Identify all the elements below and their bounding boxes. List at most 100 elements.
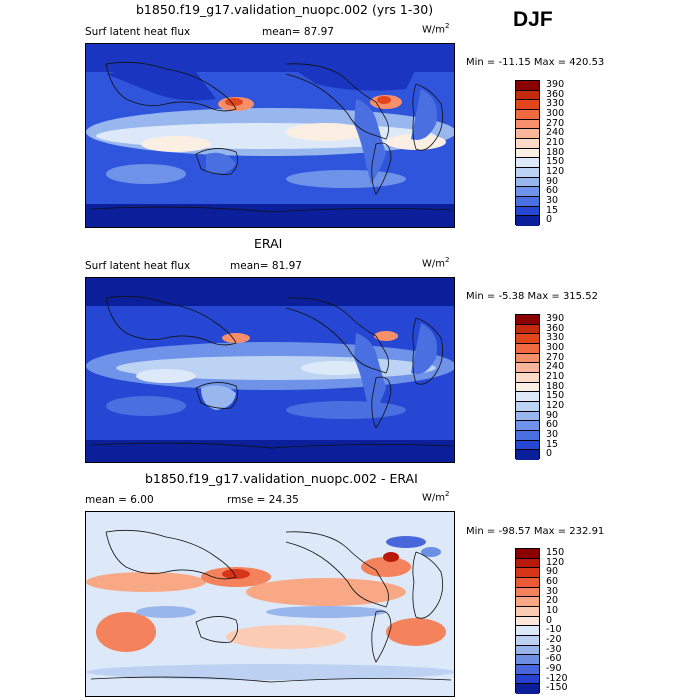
colorbar-segment	[516, 138, 539, 149]
panel1-unit-label: W/m2	[422, 22, 450, 36]
panel1-map	[85, 43, 455, 228]
colorbar-tick-label: 210	[546, 136, 565, 148]
colorbar-segment	[516, 148, 539, 159]
panel3-colorbar	[515, 548, 540, 694]
colorbar-segment	[516, 353, 539, 364]
panel1-minmax: Min = -11.15 Max = 420.53	[466, 57, 605, 68]
colorbar-segment	[516, 382, 539, 393]
colorbar-segment	[516, 558, 539, 569]
panel2-mean-label: mean= 81.97	[230, 260, 302, 272]
colorbar-segment	[516, 411, 539, 422]
colorbar-segment	[516, 196, 539, 207]
colorbar-segment	[516, 674, 539, 685]
panel3-rmse-label: rmse = 24.35	[227, 494, 299, 506]
colorbar-tick-label: 240	[546, 127, 565, 139]
panel3-map	[85, 511, 455, 697]
colorbar-segment	[516, 177, 539, 188]
colorbar-tick-label: 30	[546, 428, 559, 440]
colorbar-segment	[516, 401, 539, 412]
colorbar-tick-label: 390	[546, 78, 565, 90]
colorbar-segment	[516, 392, 539, 402]
colorbar-segment	[516, 324, 539, 335]
colorbar-tick-label: 0	[546, 214, 553, 226]
colorbar-tick-label: 60	[546, 185, 559, 197]
colorbar-tick-label: 90	[546, 175, 559, 187]
colorbar-tick-label: -10	[546, 624, 562, 636]
colorbar-segment	[516, 167, 539, 178]
colorbar-tick-label: 360	[546, 322, 565, 334]
colorbar-tick-label: 20	[546, 595, 559, 607]
colorbar-tick-label: 120	[546, 556, 565, 568]
colorbar-tick-label: 330	[546, 332, 565, 344]
colorbar-segment	[516, 606, 539, 617]
colorbar-tick-label: 60	[546, 419, 559, 431]
colorbar-tick-label: 30	[546, 194, 559, 206]
colorbar-segment	[516, 430, 539, 441]
colorbar-segment	[516, 206, 539, 217]
colorbar-tick-label: 15	[546, 204, 559, 216]
colorbar-segment	[516, 684, 539, 694]
panel2-colorbar	[515, 314, 540, 460]
colorbar-tick-label: 360	[546, 88, 565, 100]
panel1-colorbar	[515, 80, 540, 226]
colorbar-tick-label: 90	[546, 409, 559, 421]
panel3-unit-label: W/m2	[422, 490, 450, 504]
colorbar-segment	[516, 587, 539, 598]
panel2-unit-label: W/m2	[422, 256, 450, 270]
colorbar-segment	[516, 334, 539, 344]
colorbar-tick-label: 0	[546, 448, 553, 460]
colorbar-segment	[516, 450, 539, 460]
colorbar-segment	[516, 100, 539, 110]
colorbar-tick-label: 15	[546, 438, 559, 450]
colorbar-segment	[516, 655, 539, 665]
colorbar-segment	[516, 664, 539, 675]
colorbar-segment	[516, 343, 539, 354]
colorbar-tick-label: 300	[546, 107, 565, 119]
colorbar-segment	[516, 421, 539, 431]
colorbar-segment	[516, 549, 539, 559]
colorbar-tick-label: -120	[546, 672, 568, 684]
panel3-minmax: Min = -98.57 Max = 232.91	[466, 526, 605, 537]
colorbar-segment	[516, 90, 539, 101]
colorbar-tick-label: 150	[546, 546, 565, 558]
colorbar-tick-label: 60	[546, 575, 559, 587]
panel2-minmax: Min = -5.38 Max = 315.52	[466, 291, 598, 302]
panel1-mean-label: mean= 87.97	[262, 26, 334, 38]
colorbar-tick-label: 300	[546, 341, 565, 353]
colorbar-segment	[516, 645, 539, 656]
colorbar-tick-label: 150	[546, 390, 565, 402]
colorbar-segment	[516, 129, 539, 139]
colorbar-tick-label: 30	[546, 585, 559, 597]
panel1-title: b1850.f19_g17.validation_nuopc.002 (yrs …	[136, 2, 434, 17]
colorbar-segment	[516, 577, 539, 588]
colorbar-tick-label: -20	[546, 633, 562, 645]
panel2-map	[85, 277, 455, 463]
colorbar-segment	[516, 216, 539, 226]
colorbar-segment	[516, 109, 539, 120]
colorbar-tick-label: 120	[546, 165, 565, 177]
colorbar-tick-label: 10	[546, 604, 559, 616]
colorbar-tick-label: 270	[546, 117, 565, 129]
colorbar-tick-label: -60	[546, 653, 562, 665]
colorbar-tick-label: -150	[546, 682, 568, 694]
colorbar-tick-label: 270	[546, 351, 565, 363]
colorbar-segment	[516, 81, 539, 91]
colorbar-tick-label: 120	[546, 399, 565, 411]
colorbar-segment	[516, 372, 539, 383]
panel3-mean-label: mean = 6.00	[85, 494, 154, 506]
colorbar-segment	[516, 187, 539, 197]
colorbar-segment	[516, 626, 539, 636]
panel2-title: ERAI	[254, 236, 283, 251]
panel2-variable-label: Surf latent heat flux	[85, 260, 191, 272]
colorbar-tick-label: 240	[546, 361, 565, 373]
colorbar-segment	[516, 363, 539, 373]
colorbar-tick-label: 330	[546, 98, 565, 110]
colorbar-tick-label: 210	[546, 370, 565, 382]
colorbar-tick-label: 0	[546, 614, 553, 626]
colorbar-segment	[516, 616, 539, 627]
colorbar-segment	[516, 568, 539, 578]
colorbar-tick-label: 180	[546, 380, 565, 392]
colorbar-tick-label: -90	[546, 662, 562, 674]
colorbar-segment	[516, 119, 539, 130]
colorbar-tick-label: -30	[546, 643, 562, 655]
